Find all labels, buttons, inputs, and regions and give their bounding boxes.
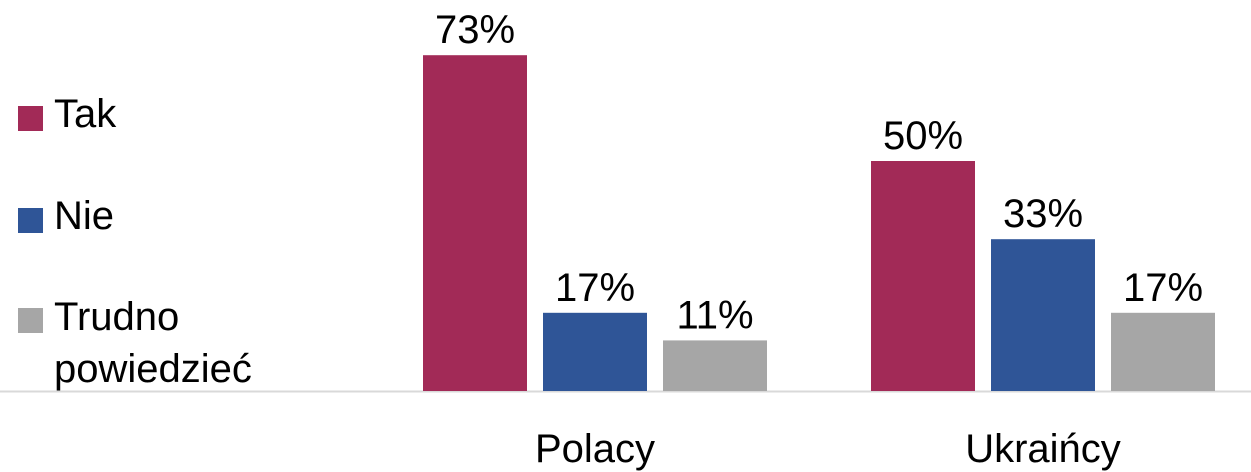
- bar-1-0: [871, 161, 975, 391]
- bar-1-2: [1111, 312, 1215, 391]
- value-label-0-0: 73%: [435, 8, 515, 52]
- value-label-1-0: 50%: [883, 114, 963, 158]
- value-label-1-2: 17%: [1123, 266, 1203, 310]
- category-labels-group: Polacy Ukraińcy: [535, 427, 1121, 471]
- legend-label-tak: Tak: [54, 92, 117, 136]
- value-labels-group: 73% 17% 11% 50% 33% 17%: [435, 8, 1203, 337]
- bar-0-2: [663, 340, 767, 391]
- bar-1-1: [991, 239, 1095, 391]
- legend-swatch-tak: [18, 106, 43, 131]
- value-label-1-1: 33%: [1003, 192, 1083, 236]
- legend-swatch-nie: [18, 208, 43, 233]
- category-label-0: Polacy: [535, 427, 655, 471]
- value-label-0-2: 11%: [676, 293, 753, 337]
- bar-0-0: [423, 55, 527, 391]
- legend-label-trudno-line2: powiedzieć: [54, 347, 252, 391]
- bars-group: [423, 55, 1215, 391]
- legend-label-nie: Nie: [54, 194, 115, 238]
- category-label-1: Ukraińcy: [965, 427, 1121, 471]
- legend-swatch-trudno-powiedziec: [18, 308, 43, 333]
- legend-label-trudno-line1: Trudno: [54, 295, 180, 339]
- value-label-0-1: 17%: [555, 266, 635, 310]
- bar-0-1: [543, 312, 647, 391]
